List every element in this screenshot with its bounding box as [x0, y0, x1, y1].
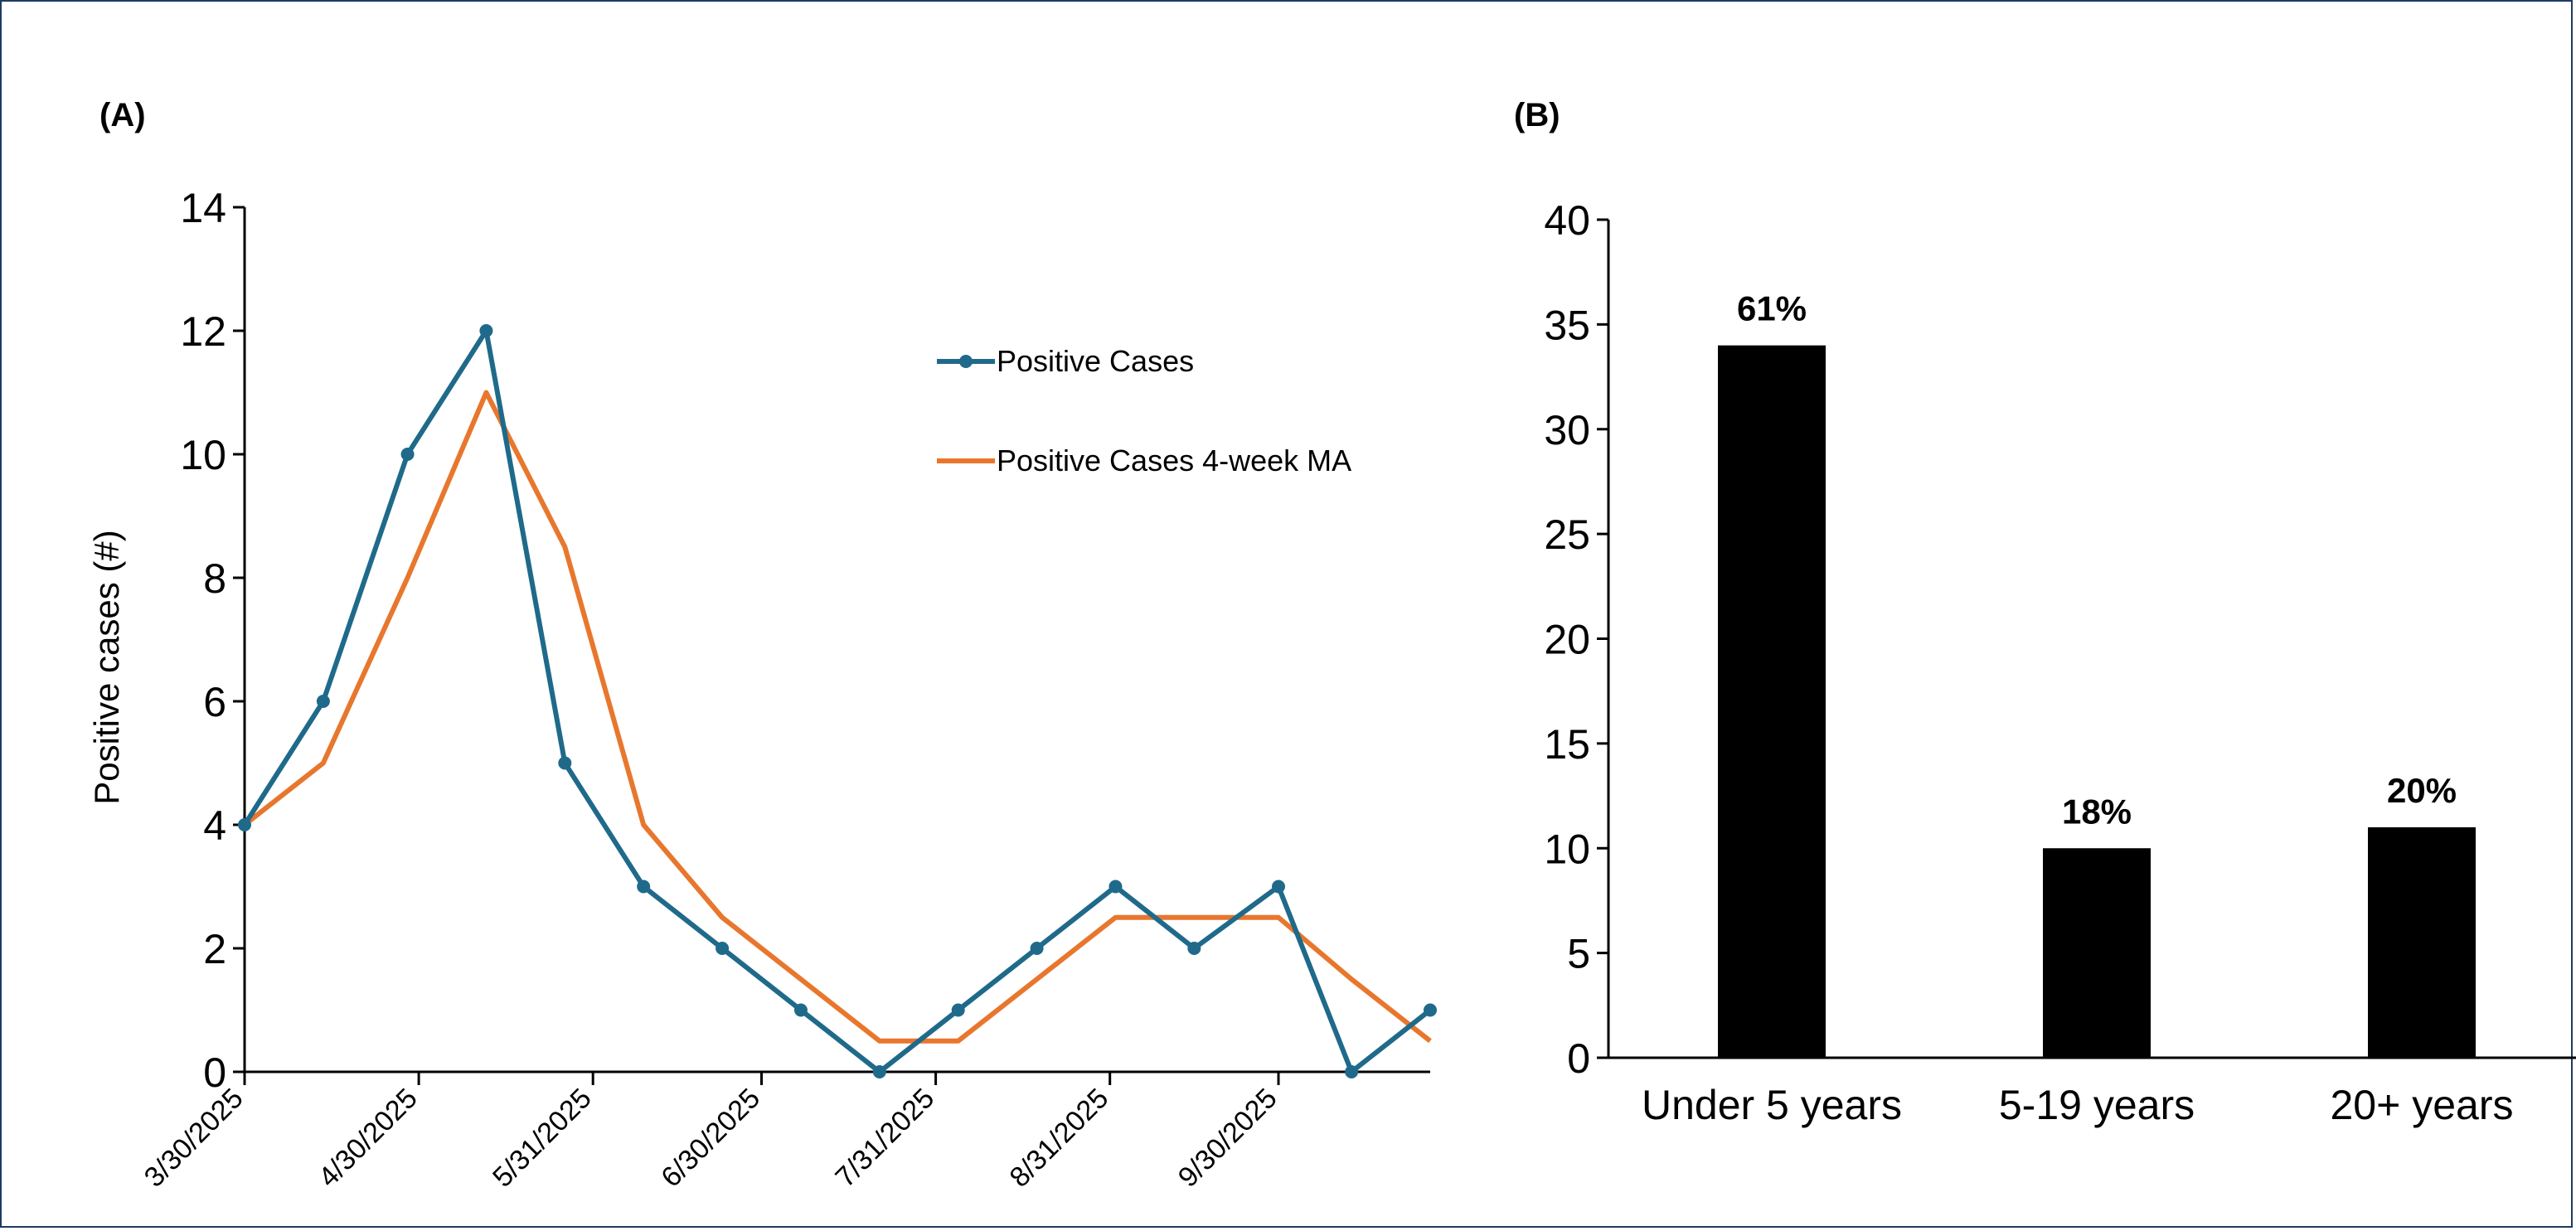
legend-marker-positive-cases — [959, 355, 973, 368]
panel-a-x-tick-label: 8/31/2025 — [1004, 1083, 1115, 1194]
data-point-positive-cases — [793, 1003, 808, 1017]
panel-a-y-tick-label: 14 — [180, 185, 226, 231]
data-point-positive-cases — [479, 324, 493, 337]
panel-a-x-tick-label: 4/30/2025 — [313, 1083, 424, 1194]
category-label: 20+ years — [2331, 1082, 2514, 1128]
bar-data-label: 18% — [2062, 792, 2132, 831]
data-point-positive-cases — [1187, 942, 1201, 955]
panel-b-y-tick-label: 10 — [1544, 826, 1590, 872]
series-line-positive-cases — [242, 328, 1432, 1074]
panel-b-y-tick-label: 0 — [1567, 1035, 1590, 1082]
data-point-positive-cases — [951, 1003, 965, 1017]
panel-b-label: (B) — [1514, 97, 1560, 133]
data-point-positive-cases — [316, 695, 330, 708]
panel-a-y-tick-label: 4 — [203, 802, 226, 849]
legend-label-moving-average: Positive Cases 4-week MA — [997, 443, 1351, 477]
data-point-positive-cases — [400, 448, 415, 461]
panel-a-x-tick-label: 9/30/2025 — [1172, 1083, 1283, 1194]
panel-b-y-tick-label: 30 — [1544, 407, 1590, 453]
panel-b-y-tick-label: 25 — [1544, 511, 1590, 558]
data-point-positive-cases — [238, 818, 251, 831]
category-label: 5-19 years — [1999, 1082, 2195, 1128]
panel-b-y-tick-label: 40 — [1544, 197, 1590, 244]
bar — [2368, 826, 2476, 1058]
panel-a-y-tick-label: 10 — [180, 432, 226, 478]
data-point-positive-cases — [1030, 942, 1044, 955]
bar-data-label: 61% — [1737, 289, 1807, 328]
panel-a-x-tick-label: 3/30/2025 — [138, 1083, 250, 1194]
panel-a-y-tick-label: 2 — [203, 926, 226, 972]
panel-b-y-tick-label: 5 — [1567, 931, 1590, 977]
panel-a-label: (A) — [99, 97, 146, 133]
data-point-positive-cases — [558, 756, 572, 770]
series-line-moving-average — [243, 390, 1432, 1044]
panel-b-y-tick-label: 15 — [1544, 721, 1590, 768]
data-point-positive-cases — [872, 1065, 886, 1078]
panel-b-y-tick-label: 20 — [1544, 617, 1590, 663]
panel-a-x-tick-label: 5/31/2025 — [487, 1083, 598, 1194]
data-point-positive-cases — [1424, 1003, 1437, 1017]
panel-a-y-tick-label: 12 — [180, 308, 226, 355]
panel-a-x-tick-label: 7/31/2025 — [829, 1083, 940, 1194]
panel-b-y-tick-label: 35 — [1544, 302, 1590, 348]
panel-b-bar-chart: 0 5 10 15 20 25 30 35 40 61% Under 5 years 18% 5-19 … — [1544, 197, 2576, 1128]
data-point-positive-cases — [1109, 880, 1123, 894]
bar-data-label: 20% — [2387, 771, 2457, 810]
data-point-positive-cases — [637, 880, 651, 894]
bar — [2043, 848, 2151, 1058]
category-label: Under 5 years — [1642, 1082, 1902, 1128]
data-point-positive-cases — [1345, 1065, 1359, 1078]
legend-label-positive-cases: Positive Cases — [997, 344, 1194, 378]
panel-a-y-axis-title: Positive cases (#) — [87, 530, 126, 804]
panel-a-legend: Positive Cases Positive Cases 4-week MA — [937, 344, 1351, 477]
panel-a-y-tick-label: 6 — [203, 679, 226, 725]
panel-a-line-chart: 0 2 4 6 8 10 12 14 3/30/2025 4/30/2025 5/31/2025 6/… — [138, 185, 1437, 1194]
panel-a-y-tick-label: 0 — [203, 1049, 226, 1096]
bar — [1718, 345, 1826, 1058]
panel-a-y-tick-label: 8 — [203, 555, 226, 602]
data-point-positive-cases — [716, 942, 730, 955]
panel-a-x-tick-label: 6/30/2025 — [655, 1083, 766, 1194]
data-point-positive-cases — [1272, 880, 1286, 894]
